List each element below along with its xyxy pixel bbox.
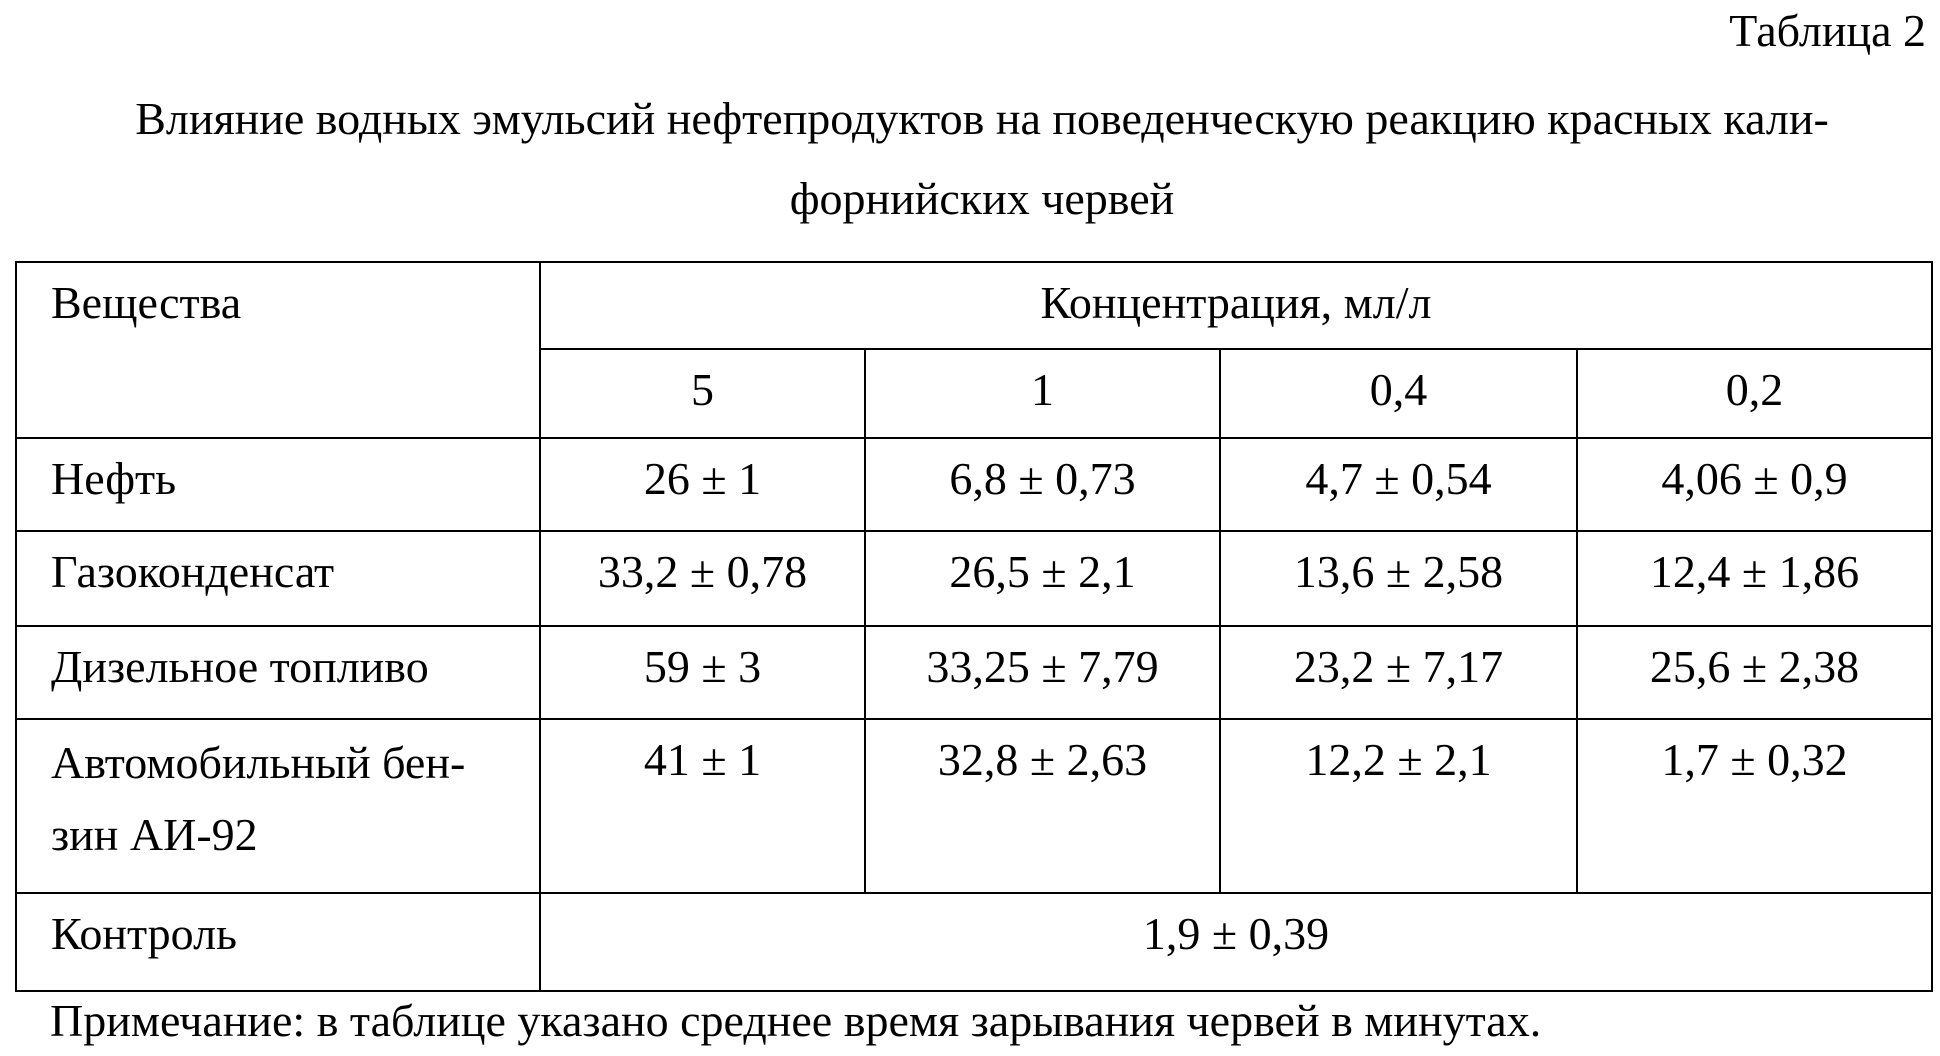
table-row: Нефть26 ± 16,8 ± 0,734,7 ± 0,544,06 ± 0,…: [16, 438, 1932, 531]
value-cell: 26,5 ± 2,1: [865, 531, 1220, 626]
title-line: форнийских червей: [0, 172, 1940, 225]
row-name-line: Газоконденсат: [51, 546, 539, 599]
row-name-line: Дизельное топливо: [51, 641, 539, 694]
value-cell: 59 ± 3: [540, 626, 865, 719]
cell-text: 1,9 ± 0,39: [541, 894, 1931, 961]
value-cell: 6,8 ± 0,73: [865, 438, 1220, 531]
value-cell: 26 ± 1: [540, 438, 865, 531]
row-name: Автомобильный бен-зин АИ-92: [51, 720, 539, 878]
title-line: Влияние водных эмульсий нефтепродуктов н…: [0, 92, 1940, 145]
value-cell: 41 ± 1: [540, 719, 865, 893]
value-cell: 1,7 ± 0,32: [1577, 719, 1932, 893]
value-cell: 33,25 ± 7,79: [865, 626, 1220, 719]
value-cell: 13,6 ± 2,58: [1220, 531, 1577, 626]
cell-text: 6,8 ± 0,73: [866, 439, 1219, 506]
cell-text: 4,7 ± 0,54: [1221, 439, 1576, 506]
row-name: Газоконденсат: [51, 532, 539, 599]
level-text: 1: [866, 350, 1219, 417]
value-cell: 1,9 ± 0,39: [540, 893, 1932, 991]
table-row: Дизельное топливо59 ± 333,25 ± 7,7923,2 …: [16, 626, 1932, 719]
row-name-cell: Газоконденсат: [16, 531, 540, 626]
row-name: Нефть: [51, 439, 539, 506]
level-text: 5: [541, 350, 864, 417]
cell-text: 12,4 ± 1,86: [1578, 532, 1931, 599]
cell-text: 25,6 ± 2,38: [1578, 627, 1931, 694]
row-name-cell: Дизельное топливо: [16, 626, 540, 719]
cell-text: 23,2 ± 7,17: [1221, 627, 1576, 694]
table-row: Контроль1,9 ± 0,39: [16, 893, 1932, 991]
cell-text: 12,2 ± 2,1: [1221, 720, 1576, 787]
table-label: Таблица 2: [1729, 4, 1926, 57]
cell-text: 59 ± 3: [541, 627, 864, 694]
header-text: Концентрация, мл/л: [541, 263, 1931, 330]
data-table: Вещества Концентрация, мл/л 510,40,2 Неф…: [15, 261, 1933, 992]
level-text: 0,4: [1221, 350, 1576, 417]
cell-text: 26 ± 1: [541, 439, 864, 506]
value-cell: 4,06 ± 0,9: [1577, 438, 1932, 531]
table-row: Автомобильный бен-зин АИ-9241 ± 132,8 ± …: [16, 719, 1932, 893]
header-cell: 5: [540, 349, 865, 438]
level-text: 0,2: [1578, 350, 1931, 417]
cell-text: 13,6 ± 2,58: [1221, 532, 1576, 599]
note: Примечание: в таблице указано среднее вр…: [50, 994, 1541, 1047]
value-cell: 12,2 ± 2,1: [1220, 719, 1577, 893]
header-cell: Вещества: [16, 262, 540, 438]
value-cell: 33,2 ± 0,78: [540, 531, 865, 626]
header-cell: 0,4: [1220, 349, 1577, 438]
cell-text: 4,06 ± 0,9: [1578, 439, 1931, 506]
value-cell: 12,4 ± 1,86: [1577, 531, 1932, 626]
cell-text: 33,2 ± 0,78: [541, 532, 864, 599]
value-cell: 32,8 ± 2,63: [865, 719, 1220, 893]
row-name-line: Нефть: [51, 453, 539, 506]
page: Таблица 2 Влияние водных эмульсий нефтеп…: [0, 0, 1940, 1056]
cell-text: 33,25 ± 7,79: [866, 627, 1219, 694]
value-cell: 25,6 ± 2,38: [1577, 626, 1932, 719]
value-cell: 23,2 ± 7,17: [1220, 626, 1577, 719]
table-row: Газоконденсат33,2 ± 0,7826,5 ± 2,113,6 ±…: [16, 531, 1932, 626]
header-cell: 0,2: [1577, 349, 1932, 438]
row-name-cell: Автомобильный бен-зин АИ-92: [16, 719, 540, 893]
cell-text: 41 ± 1: [541, 720, 864, 787]
cell-text: 26,5 ± 2,1: [866, 532, 1219, 599]
row-name-cell: Контроль: [16, 893, 540, 991]
row-name: Дизельное топливо: [51, 627, 539, 694]
header-cell: 1: [865, 349, 1220, 438]
row-name-cell: Нефть: [16, 438, 540, 531]
header-cell: Концентрация, мл/л: [540, 262, 1932, 349]
header-text: Вещества: [51, 263, 539, 330]
cell-text: 32,8 ± 2,63: [866, 720, 1219, 787]
row-name: Контроль: [51, 894, 539, 961]
value-cell: 4,7 ± 0,54: [1220, 438, 1577, 531]
cell-text: 1,7 ± 0,32: [1578, 720, 1931, 787]
